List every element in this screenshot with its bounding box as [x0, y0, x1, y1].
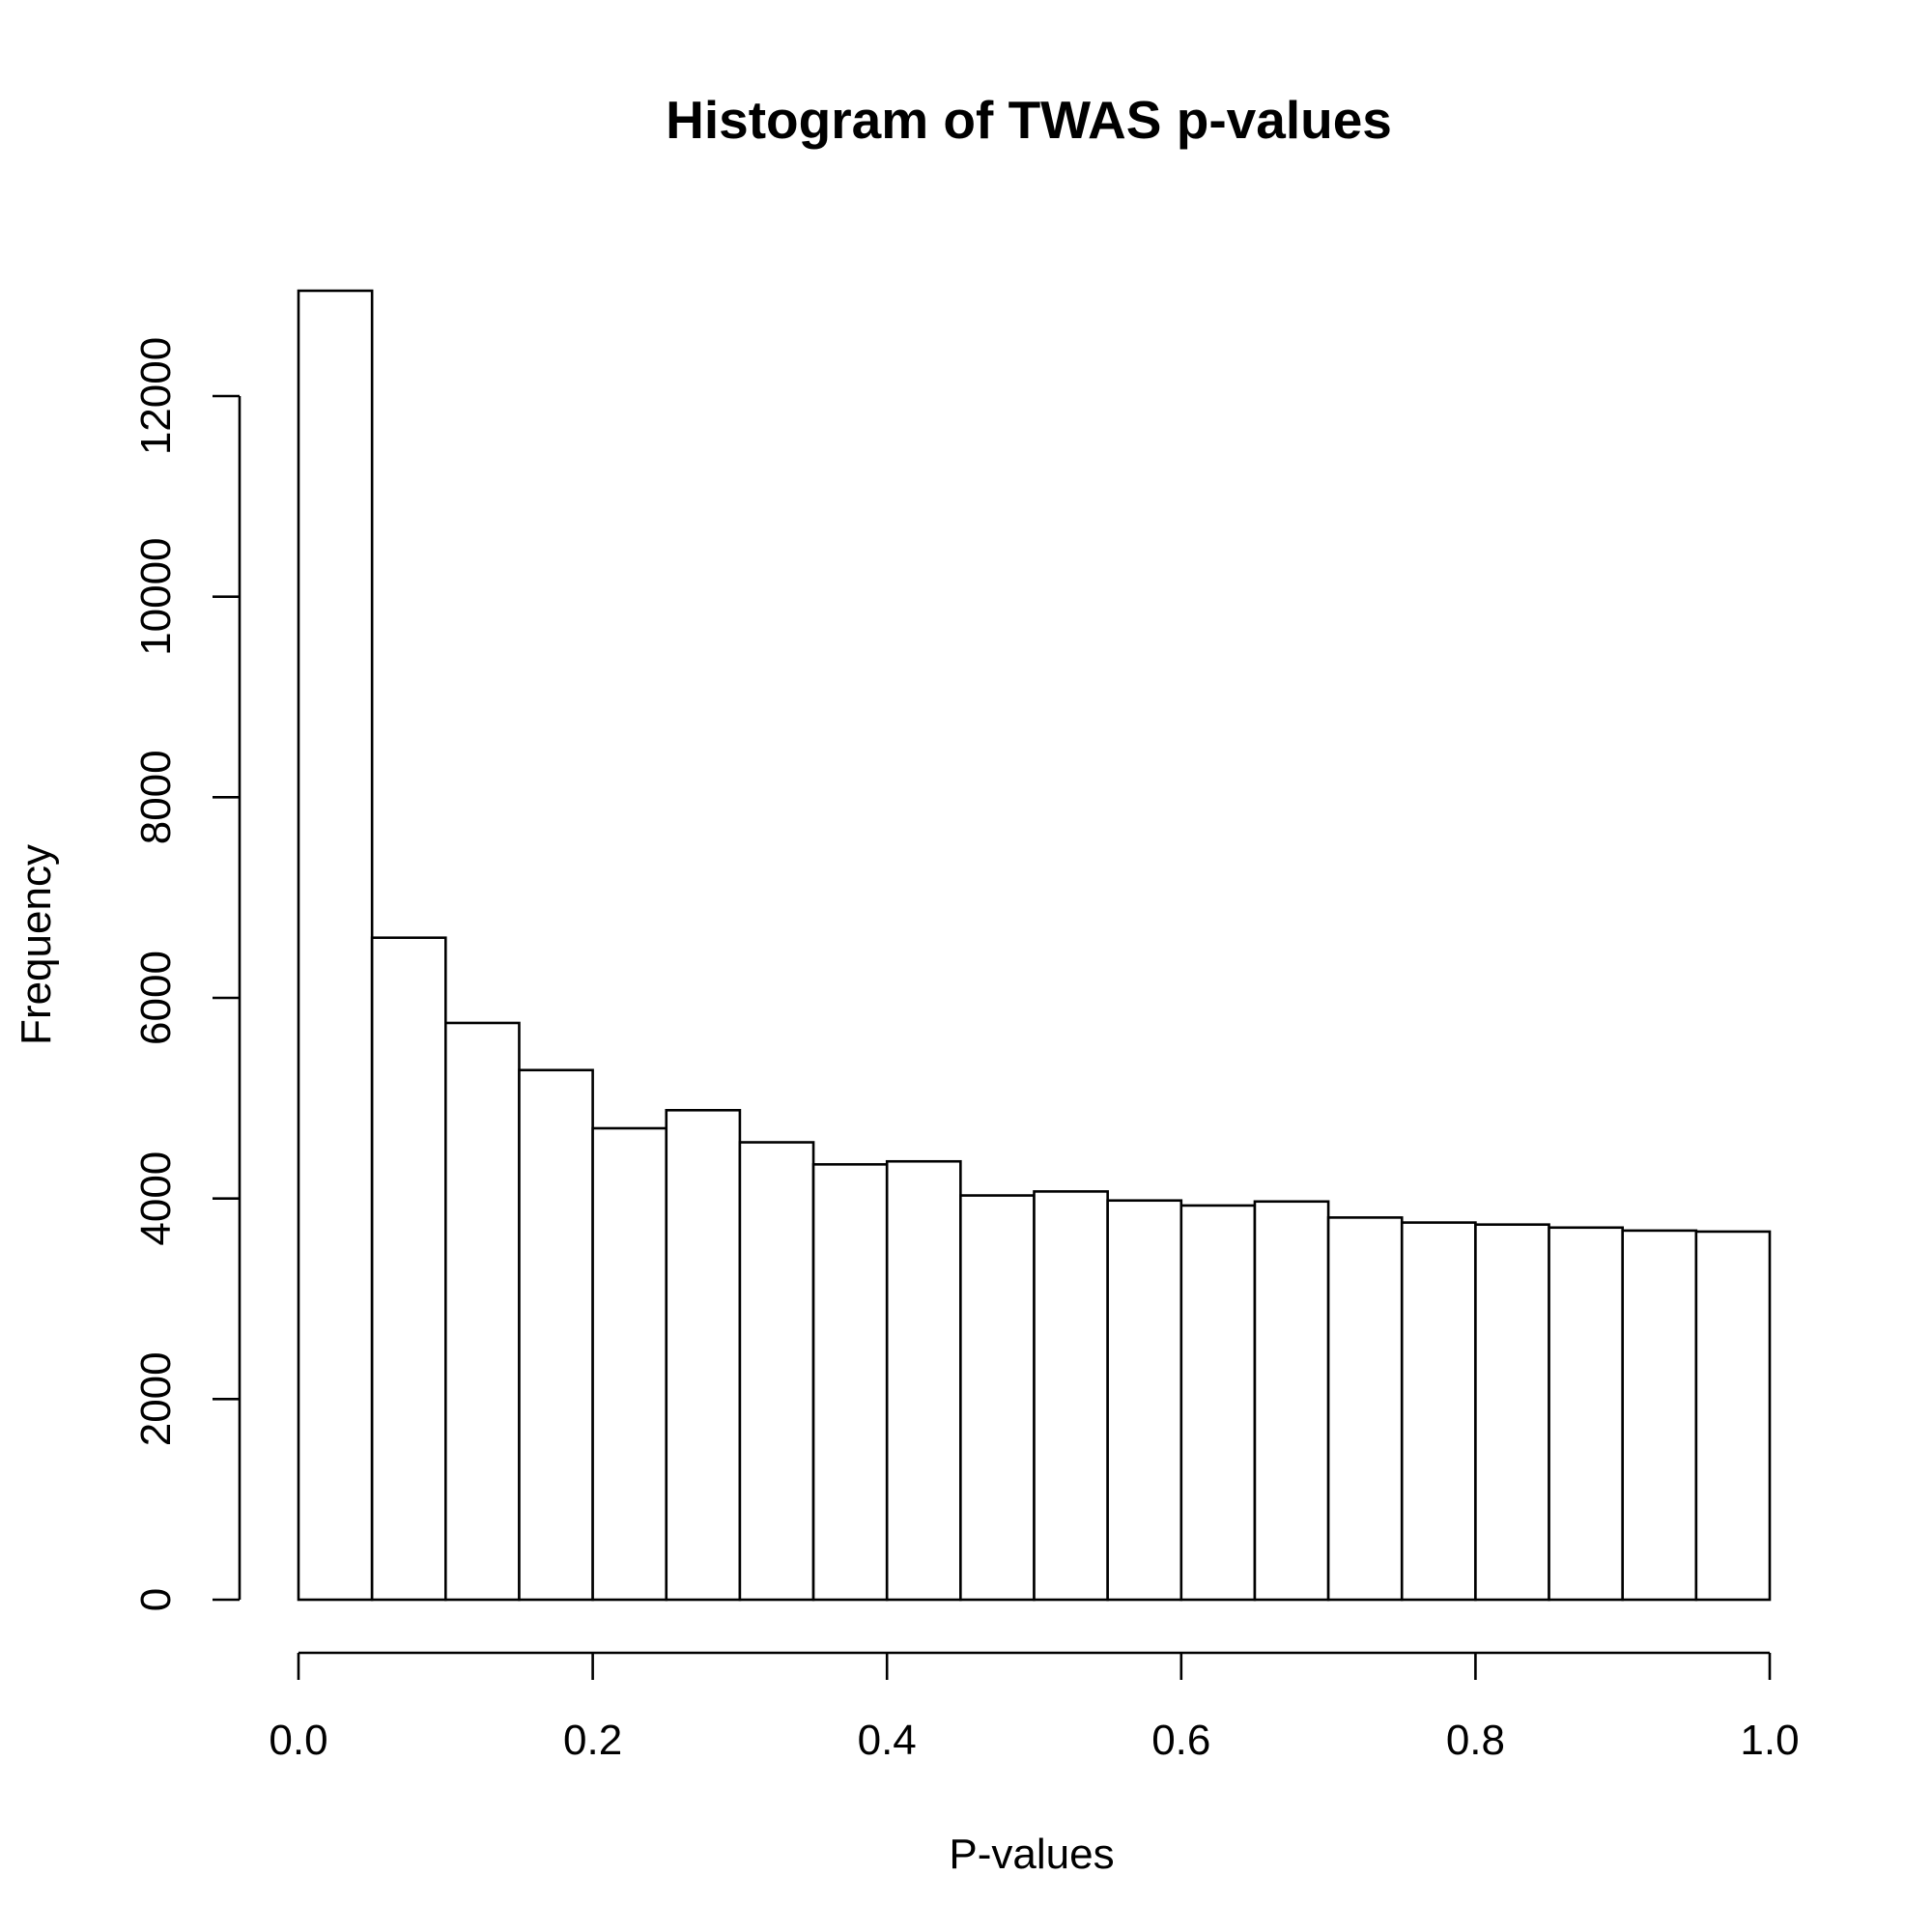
histogram-bar-14: [1253, 1200, 1330, 1602]
histogram-bar-3: [443, 1021, 521, 1602]
histogram-bar-20: [1694, 1230, 1772, 1602]
histogram-bar-17: [1474, 1223, 1550, 1602]
histogram-bar-7: [738, 1141, 815, 1602]
bars-group: [297, 289, 1772, 1602]
y-tick-label: 10000: [132, 537, 180, 655]
histogram-bar-13: [1179, 1204, 1257, 1602]
histogram-bar-2: [370, 936, 447, 1602]
x-tick-label: 1.0: [1740, 1717, 1799, 1764]
histogram-bar-4: [518, 1068, 594, 1602]
x-axis-label: P-values: [949, 1831, 1114, 1878]
histogram-bar-15: [1326, 1216, 1404, 1602]
x-tick-label: 0.6: [1151, 1717, 1210, 1764]
histogram-bar-10: [959, 1194, 1036, 1602]
y-axis: 0 2000 4000 6000 8000 10000 12000: [132, 337, 242, 1611]
y-tick-label: 12000: [132, 337, 180, 455]
x-tick-label: 0.2: [563, 1717, 622, 1764]
chart-title: Histogram of TWAS p-values: [666, 90, 1392, 150]
histogram-bar-18: [1548, 1226, 1625, 1602]
x-tick-label: 0.0: [269, 1717, 327, 1764]
x-axis: 0.0 0.2 0.4 0.6 0.8 1.0: [269, 1651, 1800, 1764]
histogram-bar-11: [1033, 1190, 1109, 1602]
histogram-bar-8: [811, 1163, 889, 1602]
x-tick-label: 0.4: [858, 1717, 917, 1764]
y-tick-label: 2000: [132, 1351, 180, 1446]
histogram-bar-1: [297, 289, 374, 1602]
x-tick-label: 0.8: [1446, 1717, 1505, 1764]
histogram-bar-12: [1106, 1199, 1183, 1602]
histogram-bar-16: [1400, 1221, 1477, 1602]
histogram-bar-6: [665, 1108, 742, 1602]
y-tick-label: 0: [132, 1588, 180, 1611]
histogram-bar-5: [591, 1126, 668, 1602]
histogram-bar-19: [1621, 1229, 1698, 1602]
y-axis-label: Frequency: [13, 844, 60, 1045]
y-tick-label: 8000: [132, 750, 180, 844]
histogram-bar-9: [885, 1159, 962, 1602]
y-tick-label: 4000: [132, 1151, 180, 1246]
y-tick-label: 6000: [132, 951, 180, 1045]
